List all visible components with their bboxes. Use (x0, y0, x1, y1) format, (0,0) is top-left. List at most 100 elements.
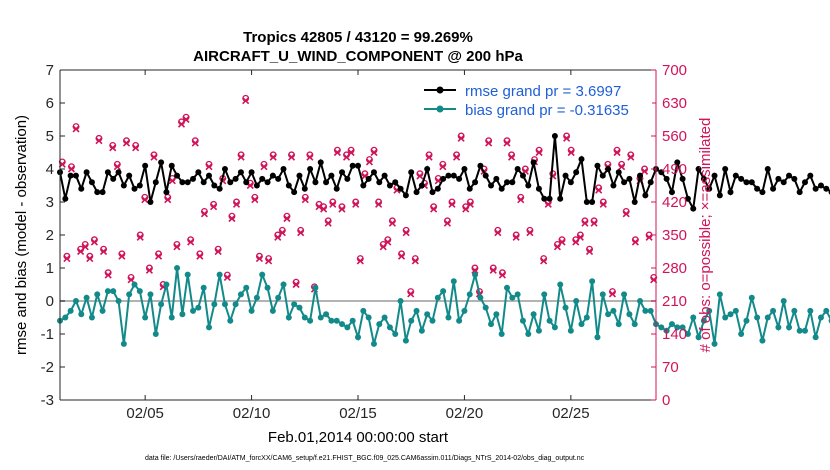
bias-point (525, 331, 532, 337)
rmse-point (408, 169, 415, 176)
y-left-tick-label: 1 (46, 260, 54, 277)
y-left-tick-label: -1 (41, 326, 54, 343)
obs-assimilated-marker (453, 153, 461, 161)
bias-point (206, 324, 212, 331)
rmse-point (802, 179, 808, 186)
obs-assimilated-marker (618, 163, 626, 171)
obs-assimilated-marker (466, 200, 474, 208)
rmse-point (402, 192, 409, 199)
bias-point (190, 307, 197, 314)
y-right-axis-label: # of obs: o=possible; ×=assimilated (697, 118, 714, 353)
rmse-point (812, 185, 819, 192)
obs-assimilated-marker (72, 125, 80, 133)
bias-point (482, 304, 489, 311)
legend: rmse grand pr = 3.6997 bias grand pr = -… (420, 76, 652, 122)
rmse-point (562, 172, 569, 179)
bias-point (408, 317, 415, 324)
rmse-point (323, 179, 330, 186)
bias-point (328, 317, 335, 324)
y-right-tick-label: 560 (662, 128, 687, 145)
y-left-tick-label: -3 (41, 392, 54, 409)
bias-point (376, 321, 383, 328)
rmse-point (445, 172, 452, 179)
bias-point (110, 288, 117, 295)
rmse-point (472, 179, 479, 186)
obs-assimilated-marker (407, 290, 415, 298)
bias-point (360, 307, 367, 314)
rmse-point (466, 185, 473, 192)
rmse-point (663, 175, 670, 182)
obs-assimilated-marker (329, 200, 337, 208)
rmse-point (514, 166, 521, 172)
rmse-point (567, 179, 574, 186)
rmse-point (493, 175, 500, 182)
obs-assimilated-marker (301, 196, 309, 204)
obs-assimilated-marker (590, 219, 598, 227)
rmse-point (578, 156, 585, 163)
bias-point (605, 311, 612, 318)
rmse-point (551, 133, 558, 139)
rmse-point (488, 182, 495, 189)
bias-point (269, 307, 276, 314)
chart-title-line2: AIRCRAFT_U_WIND_COMPONENT @ 200 hPa (193, 48, 523, 65)
bias-point (551, 324, 558, 331)
obs-assimilated-marker (540, 257, 548, 265)
rmse-point (195, 169, 202, 176)
obs-assimilated-marker (544, 200, 552, 208)
rmse-point (817, 182, 824, 189)
bias-point (259, 271, 266, 278)
rmse-point (243, 179, 250, 186)
y-right-tick-label: 630 (662, 95, 687, 112)
bias-point (339, 321, 346, 328)
bias-point (88, 314, 95, 321)
bias-point (567, 327, 574, 334)
rmse-point (211, 182, 218, 189)
rmse-point (275, 175, 282, 182)
obs-assimilated-marker (558, 238, 566, 246)
bias-point (184, 271, 191, 278)
obs-assimilated-marker (127, 276, 135, 284)
rmse-point (722, 166, 729, 172)
rmse-point (546, 195, 553, 202)
rmse-point (589, 199, 596, 205)
bias-point (509, 294, 516, 301)
bias-point (732, 307, 739, 314)
obs-assimilated-marker (439, 163, 447, 171)
obs-assimilated-marker (457, 134, 465, 142)
rmse-point (658, 169, 665, 176)
rmse-point (232, 175, 239, 182)
x-ticks-group: 02/05 02/10 02/15 02/20 02/25 (126, 70, 590, 422)
bias-point (504, 284, 510, 291)
rmse-point (700, 175, 707, 182)
bias-point (786, 324, 793, 331)
obs-assimilated-marker (631, 238, 639, 246)
y-right-tick-label: 210 (662, 293, 687, 310)
obs-assimilated-marker (324, 219, 332, 227)
rmse-point (738, 175, 745, 182)
rmse-point (599, 172, 606, 179)
obs-assimilated-marker (200, 210, 208, 218)
obs-assimilated-marker (155, 252, 163, 260)
obs-assimilated-marker (567, 148, 575, 157)
rmse-point (88, 179, 95, 186)
bias-point (583, 314, 590, 321)
rmse-point (631, 199, 638, 205)
obs-assimilated-marker (145, 266, 153, 274)
bias-point (195, 304, 202, 311)
rmse-point (104, 169, 111, 176)
bias-point (775, 324, 782, 331)
rmse-point (264, 179, 271, 186)
obs-assimilated-marker (595, 186, 603, 194)
y-right-tick-label: 350 (662, 227, 687, 244)
bias-point (716, 291, 723, 298)
bias-point (147, 291, 154, 298)
obs-assimilated-marker (388, 219, 396, 227)
y-left-tick-label: 7 (46, 62, 54, 79)
rmse-point (179, 179, 186, 186)
rmse-point (642, 192, 649, 199)
y-left-ticks-group: -3 -2 -1 0 1 2 3 4 5 6 7 (41, 62, 65, 409)
obs-assimilated-marker (242, 97, 250, 105)
bias-point (200, 284, 207, 291)
bias-point (791, 307, 798, 314)
y-right-tick-label: 490 (662, 161, 687, 178)
